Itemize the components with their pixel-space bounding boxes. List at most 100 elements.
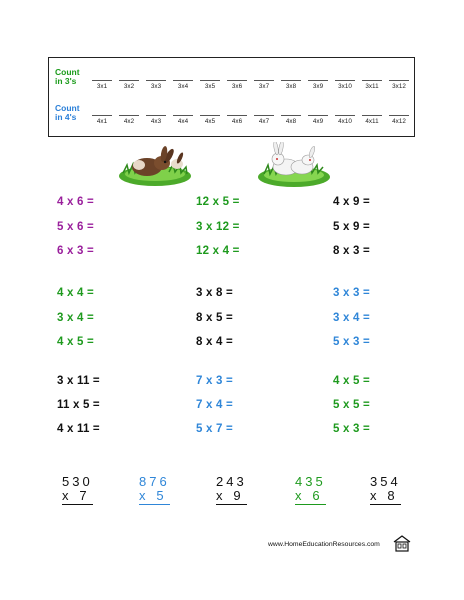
fact-problem: 6 x 3 = [57,245,94,257]
count-3s-cell: 3x5 [199,80,221,90]
count-4s-label-line2: in 4's [55,112,77,122]
house-icon [393,535,411,552]
fact-problem: 4 x 5 = [333,375,370,387]
count-4s-cell-label: 4x8 [285,118,297,125]
count-4s-cell: 4x4 [172,115,194,125]
count-3s-label-line1: Count [55,67,80,77]
count-4s-cell: 4x1 [91,115,113,125]
vertical-problem: 354 x 8 [370,475,401,505]
answer-blank[interactable] [281,80,301,81]
count-4s-cell: 4x7 [253,115,275,125]
answer-blank[interactable] [146,115,166,116]
fact-problem: 5 x 6 = [57,221,94,233]
fact-problem: 11 x 5 = [57,399,100,411]
count-3s-cell-label: 3x3 [150,83,162,90]
answer-blank[interactable] [335,115,355,116]
count-4s-cell-label: 4x9 [312,118,324,125]
answer-blank[interactable] [227,115,247,116]
fact-problem: 5 x 7 = [196,423,233,435]
count-4s-cell: 4x3 [145,115,167,125]
vertical-problem-top: 876 [139,474,170,489]
answer-blank[interactable] [146,80,166,81]
answer-blank[interactable] [119,80,139,81]
answer-blank[interactable] [173,115,193,116]
fact-problem: 4 x 4 = [57,287,94,299]
vertical-problem-bottom: x 7 [62,489,93,505]
count-3s-cell: 3x6 [226,80,248,90]
fact-problem: 3 x 11 = [57,375,100,387]
answer-blank[interactable] [92,115,112,116]
count-3s-cell: 3x7 [253,80,275,90]
fact-problem: 3 x 8 = [196,287,233,299]
answer-blank[interactable] [335,80,355,81]
vertical-problem-top: 435 [295,474,326,489]
count-3s-cell-label: 3x1 [96,83,108,90]
fact-problem: 5 x 3 = [333,336,370,348]
count-4s-cell: 4x8 [280,115,302,125]
count-4s-cell: 4x5 [199,115,221,125]
footer-url: www.HomeEducationResources.com [268,541,380,548]
vertical-problem-bottom: x 5 [139,489,170,505]
fact-problem: 4 x 11 = [57,423,100,435]
count-4s-cell-label: 4x5 [204,118,216,125]
vertical-problem-top: 243 [216,474,247,489]
count-4s-cell-label: 4x12 [392,118,406,125]
vertical-problem-top: 354 [370,474,401,489]
count-4s-cell: 4x6 [226,115,248,125]
answer-blank[interactable] [308,115,328,116]
fact-problem: 5 x 5 = [333,399,370,411]
count-table: Count in 3's 3x1 3x2 3x3 3x4 3x5 3x6 3x7 3x8 3x9… [48,57,415,137]
count-3s-cell: 3x9 [307,80,329,90]
brown-bunnies-illustration [119,146,191,186]
answer-blank[interactable] [308,80,328,81]
vertical-problem: 243 x 9 [216,475,247,505]
fact-problem: 3 x 4 = [57,312,94,324]
count-4s-label: Count in 4's [55,104,80,122]
fact-problem: 4 x 5 = [57,336,94,348]
fact-problem: 7 x 3 = [196,375,233,387]
fact-problem: 4 x 6 = [57,196,94,208]
count-3s-cell: 3x4 [172,80,194,90]
vertical-problem-bottom: x 6 [295,489,326,505]
answer-blank[interactable] [119,115,139,116]
vertical-problem: 876 x 5 [139,475,170,505]
answer-blank[interactable] [92,80,112,81]
count-4s-label-line1: Count [55,103,80,113]
answer-blank[interactable] [254,115,274,116]
count-3s-cell-label: 3x9 [312,83,324,90]
fact-problem: 5 x 3 = [333,423,370,435]
vertical-problem: 530 x 7 [62,475,93,505]
fact-problem: 8 x 5 = [196,312,233,324]
count-3s-cell-label: 3x4 [177,83,189,90]
answer-blank[interactable] [362,80,382,81]
answer-blank[interactable] [200,80,220,81]
count-4s-cell-label: 4x6 [231,118,243,125]
white-bunnies-illustration [258,142,330,187]
fact-problem: 4 x 9 = [333,196,370,208]
fact-problem: 3 x 4 = [333,312,370,324]
count-4s-cell: 4x12 [388,115,410,125]
count-3s-cell: 3x3 [145,80,167,90]
answer-blank[interactable] [362,115,382,116]
count-3s-cell-label: 3x10 [338,83,352,90]
answer-blank[interactable] [200,115,220,116]
answer-blank[interactable] [389,115,409,116]
count-4s-cell-label: 4x11 [365,118,379,125]
fact-problem: 3 x 3 = [333,287,370,299]
count-4s-cell: 4x2 [118,115,140,125]
fact-problem: 7 x 4 = [196,399,233,411]
fact-problem: 8 x 3 = [333,245,370,257]
count-3s-cell: 3x8 [280,80,302,90]
answer-blank[interactable] [173,80,193,81]
answer-blank[interactable] [281,115,301,116]
count-3s-cell: 3x10 [334,80,356,90]
answer-blank[interactable] [227,80,247,81]
count-3s-cell-label: 3x2 [123,83,135,90]
answer-blank[interactable] [389,80,409,81]
count-4s-cell: 4x10 [334,115,356,125]
count-3s-cell: 3x12 [388,80,410,90]
count-3s-cell-label: 3x5 [204,83,216,90]
answer-blank[interactable] [254,80,274,81]
count-4s-cell-label: 4x4 [177,118,189,125]
vertical-problem-bottom: x 9 [216,489,247,505]
